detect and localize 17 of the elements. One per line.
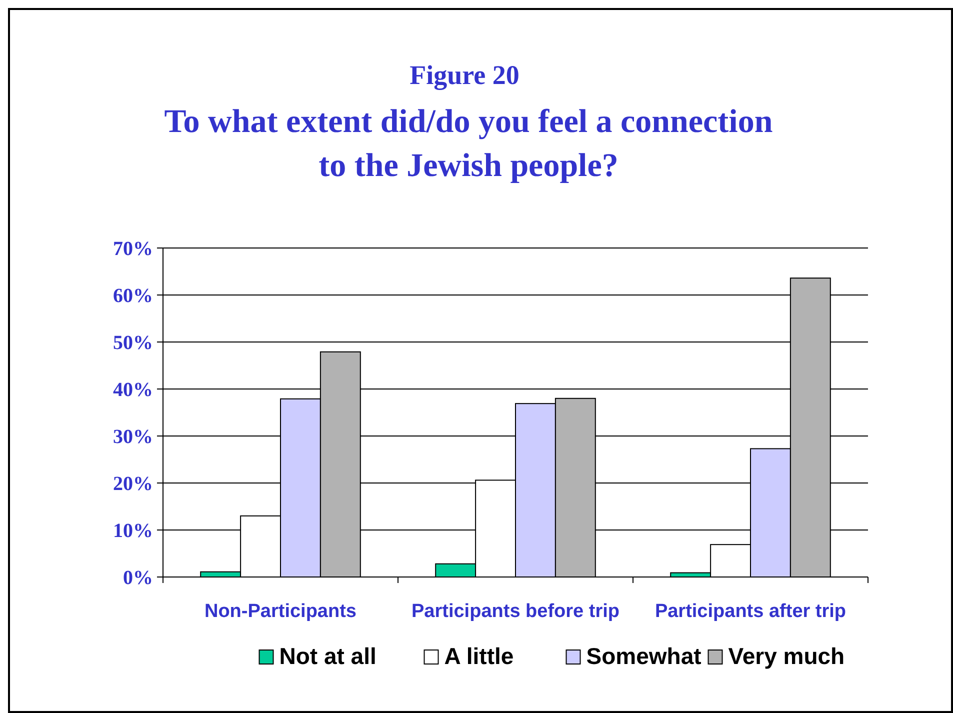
legend-label: Somewhat [586,643,702,669]
chart-subtitle: To what extent did/do you feel a connection to the Jewish people? [164,104,773,184]
y-tick-label: 30% [113,426,153,448]
legend-label: A little [444,643,514,669]
y-tick-label: 70% [113,238,153,260]
y-tick-label: 10% [113,520,153,542]
x-tick-label: Participants before trip [412,601,620,622]
y-tick-label: 40% [113,379,153,401]
x-tick-label: Participants after trip [654,601,846,622]
x-tick-label: Non-Participants [204,601,357,622]
y-tick-label: 20% [113,473,153,495]
legend-label: Not at all [279,643,376,669]
y-tick-label: 60% [113,285,153,307]
chart-title: Figure 20 [410,60,520,90]
y-tick-label: 0% [123,567,153,589]
legend-label: Very much [728,643,845,669]
y-tick-label: 50% [113,332,153,354]
